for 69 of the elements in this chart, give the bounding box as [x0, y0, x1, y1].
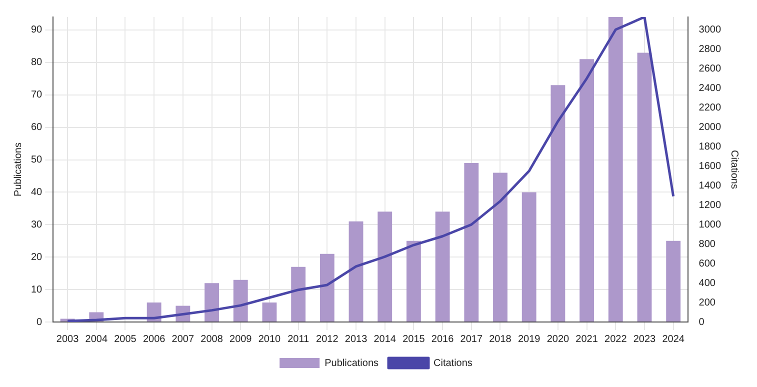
bar: [550, 85, 566, 322]
legend-label: Citations: [434, 358, 472, 369]
x-tick-label: 2021: [576, 334, 598, 345]
bar: [262, 302, 277, 322]
x-tick-label: 2019: [518, 334, 541, 345]
y2-tick-label: 800: [698, 238, 716, 250]
x-tick-label: 2003: [56, 334, 80, 345]
y2-tick-label: 0: [698, 316, 705, 328]
y-tick-label: 60: [31, 122, 43, 134]
y2-tick-label: 1200: [698, 200, 722, 211]
bar: [320, 254, 334, 322]
y-tick-label: 10: [31, 284, 43, 296]
bar: [637, 52, 652, 322]
bar: [608, 17, 623, 322]
bar: [493, 172, 508, 322]
x-tick-label: 2014: [374, 334, 396, 345]
x-tick-label: 2017: [460, 334, 483, 345]
y2-tick-label: 1800: [698, 141, 722, 152]
bar: [233, 280, 248, 322]
y2-tick-label: 1000: [698, 219, 722, 230]
bar: [464, 163, 479, 322]
y2-tick-label: 600: [698, 258, 716, 270]
x-tick-label: 2009: [230, 334, 252, 345]
bar: [522, 192, 536, 322]
y-tick-label: 30: [31, 219, 43, 230]
x-tick-label: 2005: [114, 334, 137, 345]
y2-tick-label: 1600: [698, 160, 722, 172]
y2-tick-label: 2000: [698, 122, 722, 133]
x-tick-label: 2011: [288, 334, 310, 345]
y-tick-label: 0: [36, 316, 43, 328]
bar: [348, 221, 364, 322]
x-tick-label: 2010: [258, 334, 282, 345]
x-tick-label: 2024: [662, 334, 685, 345]
y2-tick-label: 2400: [698, 82, 722, 94]
y2-tick-label: 2800: [698, 44, 722, 55]
x-tick-label: 2018: [489, 334, 512, 345]
y2-axis-title: Citations: [728, 150, 740, 189]
x-tick-label: 2023: [633, 334, 656, 345]
y-tick-label: 90: [31, 24, 43, 36]
x-tick-label: 2004: [85, 334, 108, 345]
y-tick-label: 20: [31, 252, 43, 263]
bar: [666, 240, 681, 322]
x-tick-label: 2015: [402, 334, 426, 345]
y2-tick-label: 2600: [698, 63, 722, 74]
x-tick-label: 2022: [604, 334, 628, 345]
x-tick-label: 2012: [316, 334, 339, 345]
bar: [435, 212, 450, 322]
x-tick-label: 2006: [142, 334, 166, 345]
y2-tick-label: 1400: [698, 180, 722, 192]
y2-tick-label: 3000: [698, 24, 722, 36]
y-axis-title: Publications: [12, 142, 24, 196]
bar: [378, 212, 392, 322]
legend-label: Publications: [324, 358, 379, 369]
bar: [580, 59, 594, 322]
y2-tick-label: 200: [698, 297, 716, 308]
bar: [204, 283, 219, 322]
x-tick-label: 2020: [546, 334, 570, 345]
y-tick-label: 80: [31, 57, 43, 68]
y2-tick-label: 400: [698, 278, 716, 289]
x-tick-label: 2016: [431, 334, 454, 345]
x-tick-label: 2007: [172, 334, 194, 345]
y-tick-label: 50: [31, 154, 43, 166]
bar: [406, 240, 421, 322]
x-tick-label: 2013: [344, 334, 368, 345]
y-tick-label: 40: [31, 186, 43, 198]
x-tick-label: 2008: [200, 334, 224, 345]
bar: [291, 266, 306, 322]
y-tick-label: 70: [31, 90, 43, 101]
y2-tick-label: 2200: [698, 102, 722, 114]
